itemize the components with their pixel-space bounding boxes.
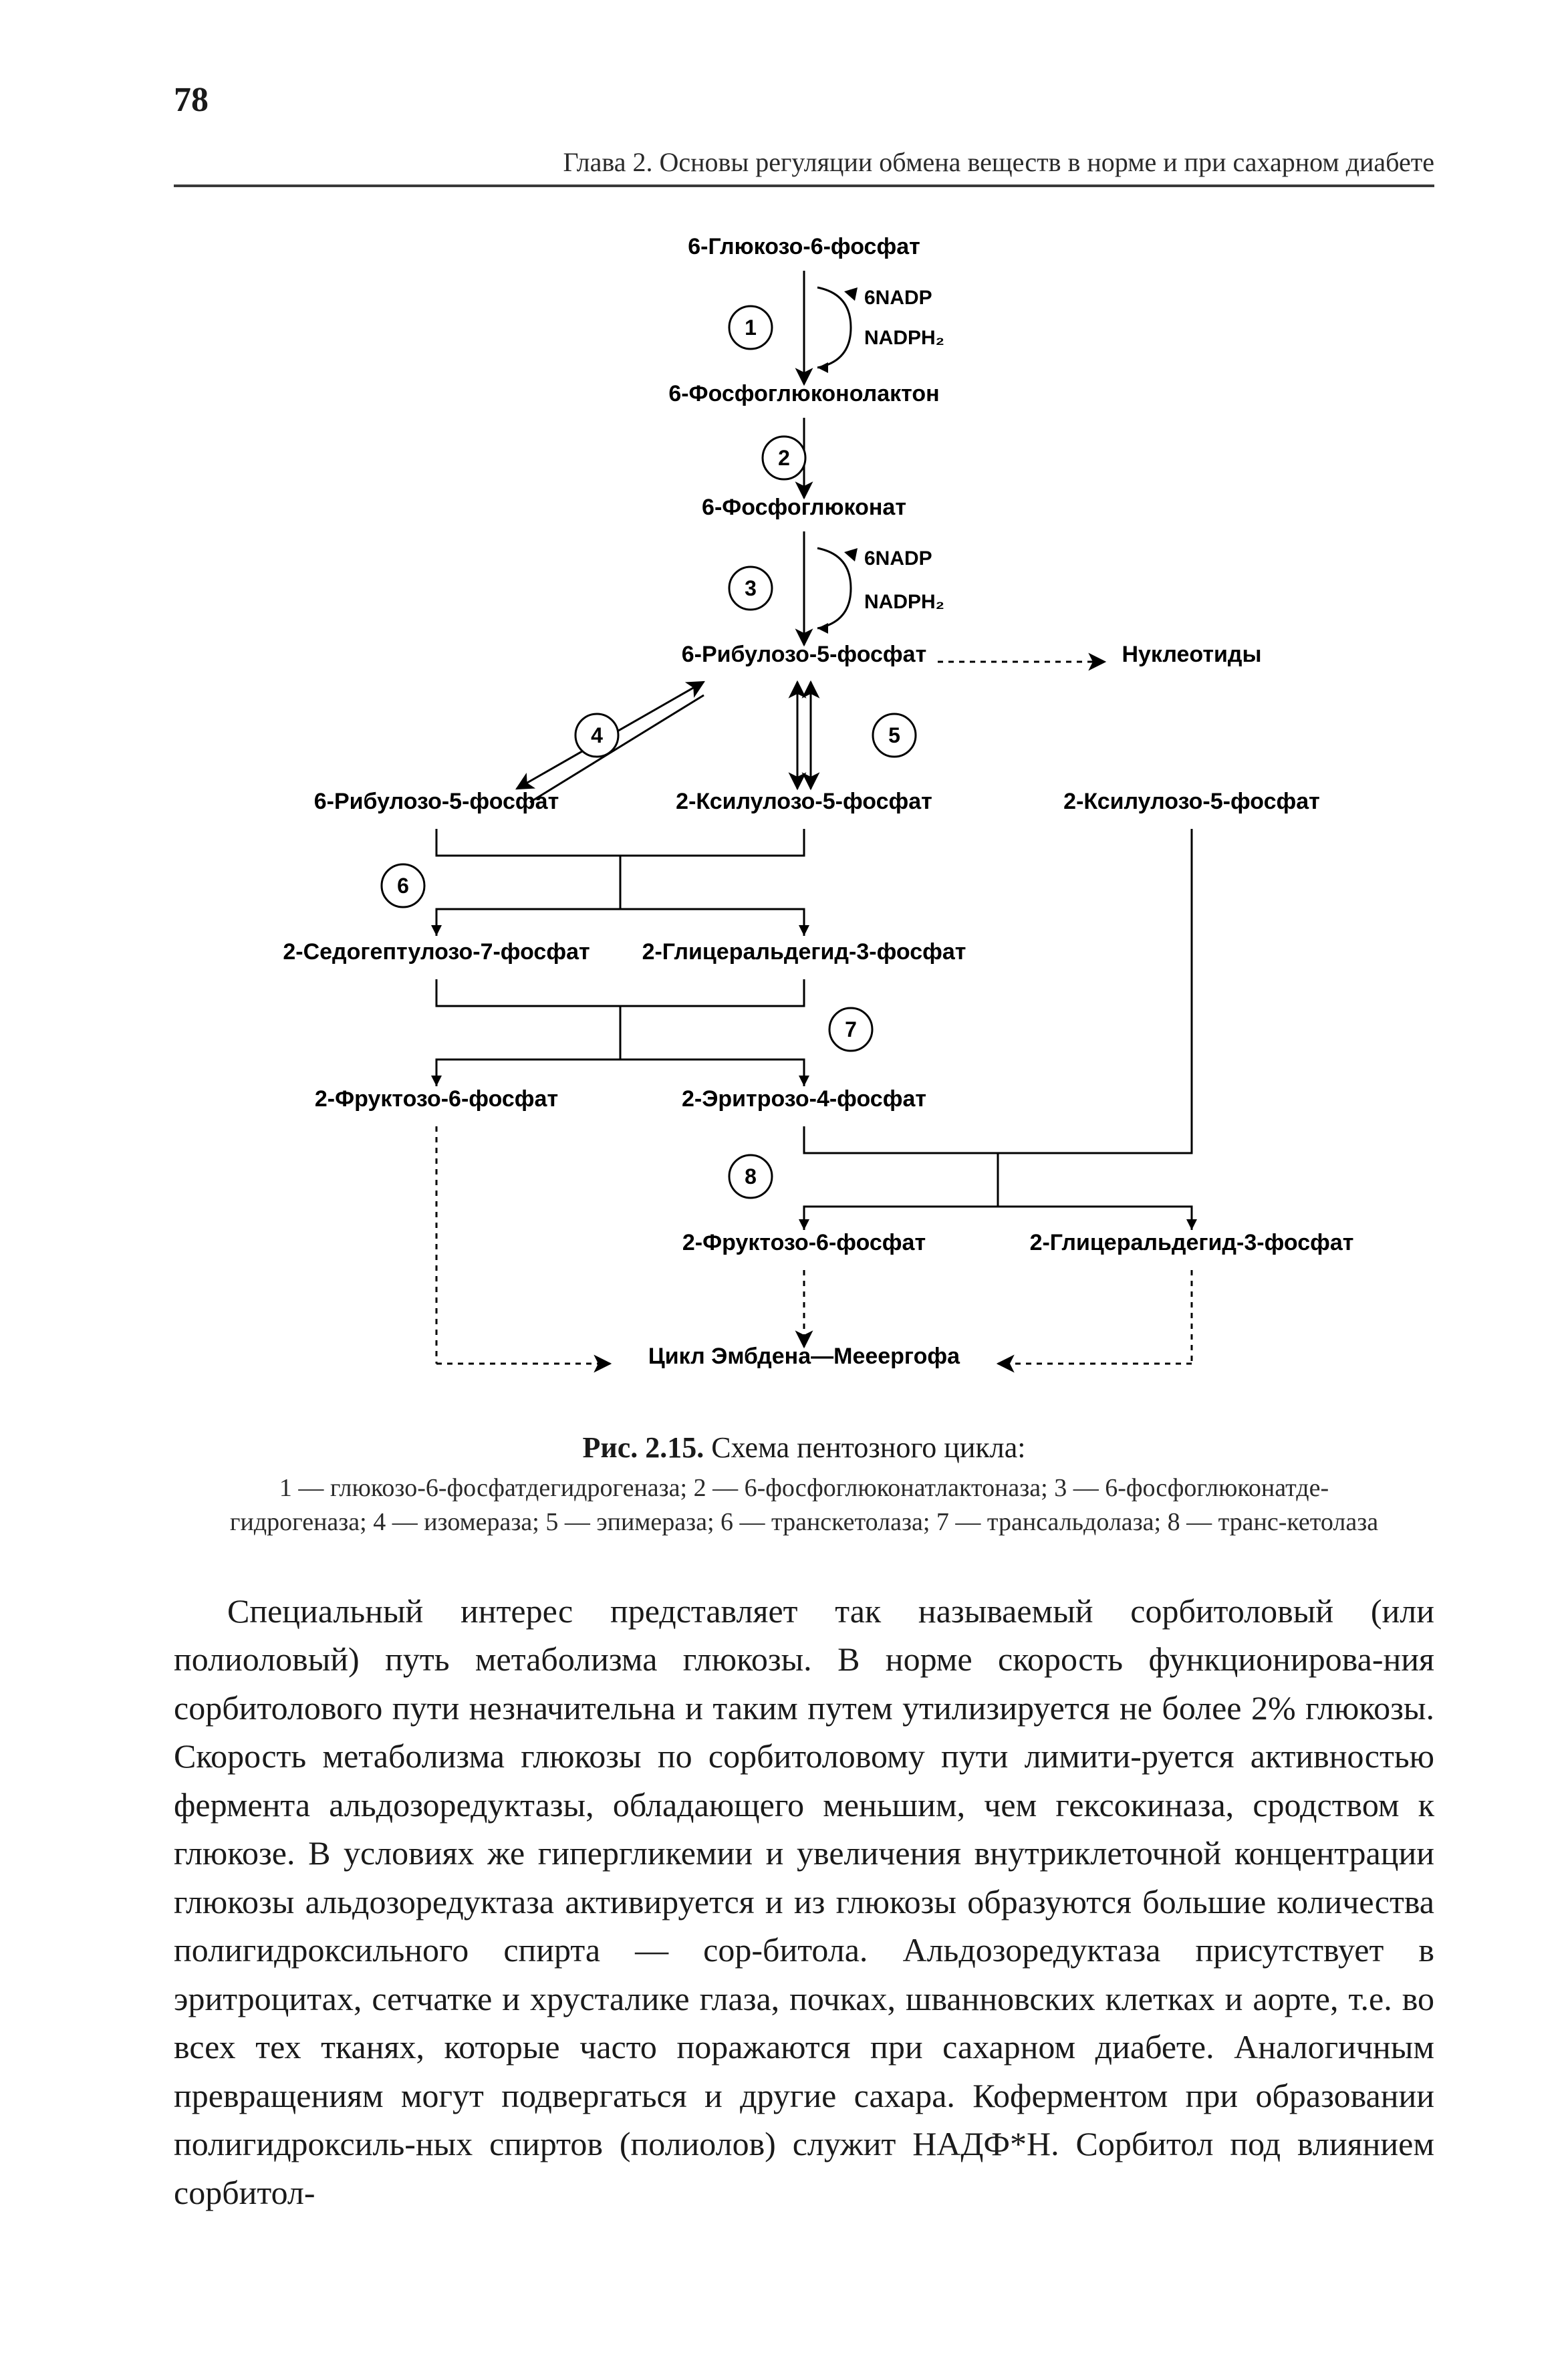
enzyme-label-1: 1 (745, 316, 757, 340)
figure-title-text: Схема пентозного цикла: (704, 1431, 1025, 1464)
node-n_g3p_r: 2-Глицеральдегид-3-фосфат (1030, 1230, 1354, 1255)
enzyme-label-7: 7 (845, 1017, 857, 1041)
enzyme-label-6: 6 (397, 874, 409, 898)
cofactor-c1b: NADPH₂ (864, 327, 944, 349)
figure-caption-title: Рис. 2.15. Схема пентозного цикла: (174, 1430, 1434, 1465)
node-n_x5p_l: 2-Ксилулозо-5-фосфат (676, 789, 932, 814)
node-n_6pgl: 6-Фосфоглюконолактон (668, 381, 939, 406)
diagram-svg: 6-Глюкозо-6-фосфат 6-Фосфоглюконолактон 6-… (236, 227, 1372, 1404)
enzyme-label-2: 2 (778, 446, 790, 470)
node-n_x5p_r: 2-Ксилулозо-5-фосфат (1063, 789, 1320, 814)
node-n_f6p_r: 2-Фруктозо-6-фосфат (682, 1230, 926, 1255)
enzyme-label-3: 3 (745, 576, 757, 600)
figure-number: Рис. 2.15. (583, 1431, 704, 1464)
enzyme-label-4: 4 (591, 723, 603, 747)
pentose-cycle-diagram: 6-Глюкозо-6-фосфат 6-Фосфоглюконолактон 6-… (236, 227, 1372, 1404)
node-n_cycle: Цикл Эмбдена—Мееергофа (648, 1344, 960, 1369)
running-head: Глава 2. Основы регуляции обмена веществ… (174, 146, 1434, 187)
node-n_e4p: 2-Эритрозо-4-фосфат (682, 1086, 926, 1112)
cofactor-c3b: NADPH₂ (864, 591, 944, 613)
page-number: 78 (174, 80, 1434, 120)
node-n_s7p: 2-Седогептулозо-7-фосфат (283, 939, 590, 965)
enzyme-label-5: 5 (888, 723, 900, 747)
cofactor-c3a: 6NADP (864, 547, 932, 570)
node-n_g6p: 6-Глюкозо-6-фосфат (688, 234, 920, 259)
node-n_6pg: 6-Фосфоглюконат (702, 495, 906, 520)
body-paragraph: Специальный интерес представляет так наз… (174, 1587, 1434, 2217)
node-n_r5p: 6-Рибулозо-5-фосфат (314, 789, 559, 814)
figure-caption-legend: 1 — глюкозо-6-фосфатдегидрогеназа; 2 — 6… (214, 1471, 1394, 1540)
enzyme-label-8: 8 (745, 1164, 757, 1189)
cofactor-c1a: 6NADP (864, 287, 932, 309)
node-n_nuc: Нуклеотиды (1122, 642, 1261, 667)
node-n_ru5p: 6-Рибулозо-5-фосфат (682, 642, 927, 667)
node-n_f6p_l: 2-Фруктозо-6-фосфат (315, 1086, 558, 1112)
node-n_g3p_l: 2-Глицеральдегид-3-фосфат (642, 939, 966, 965)
